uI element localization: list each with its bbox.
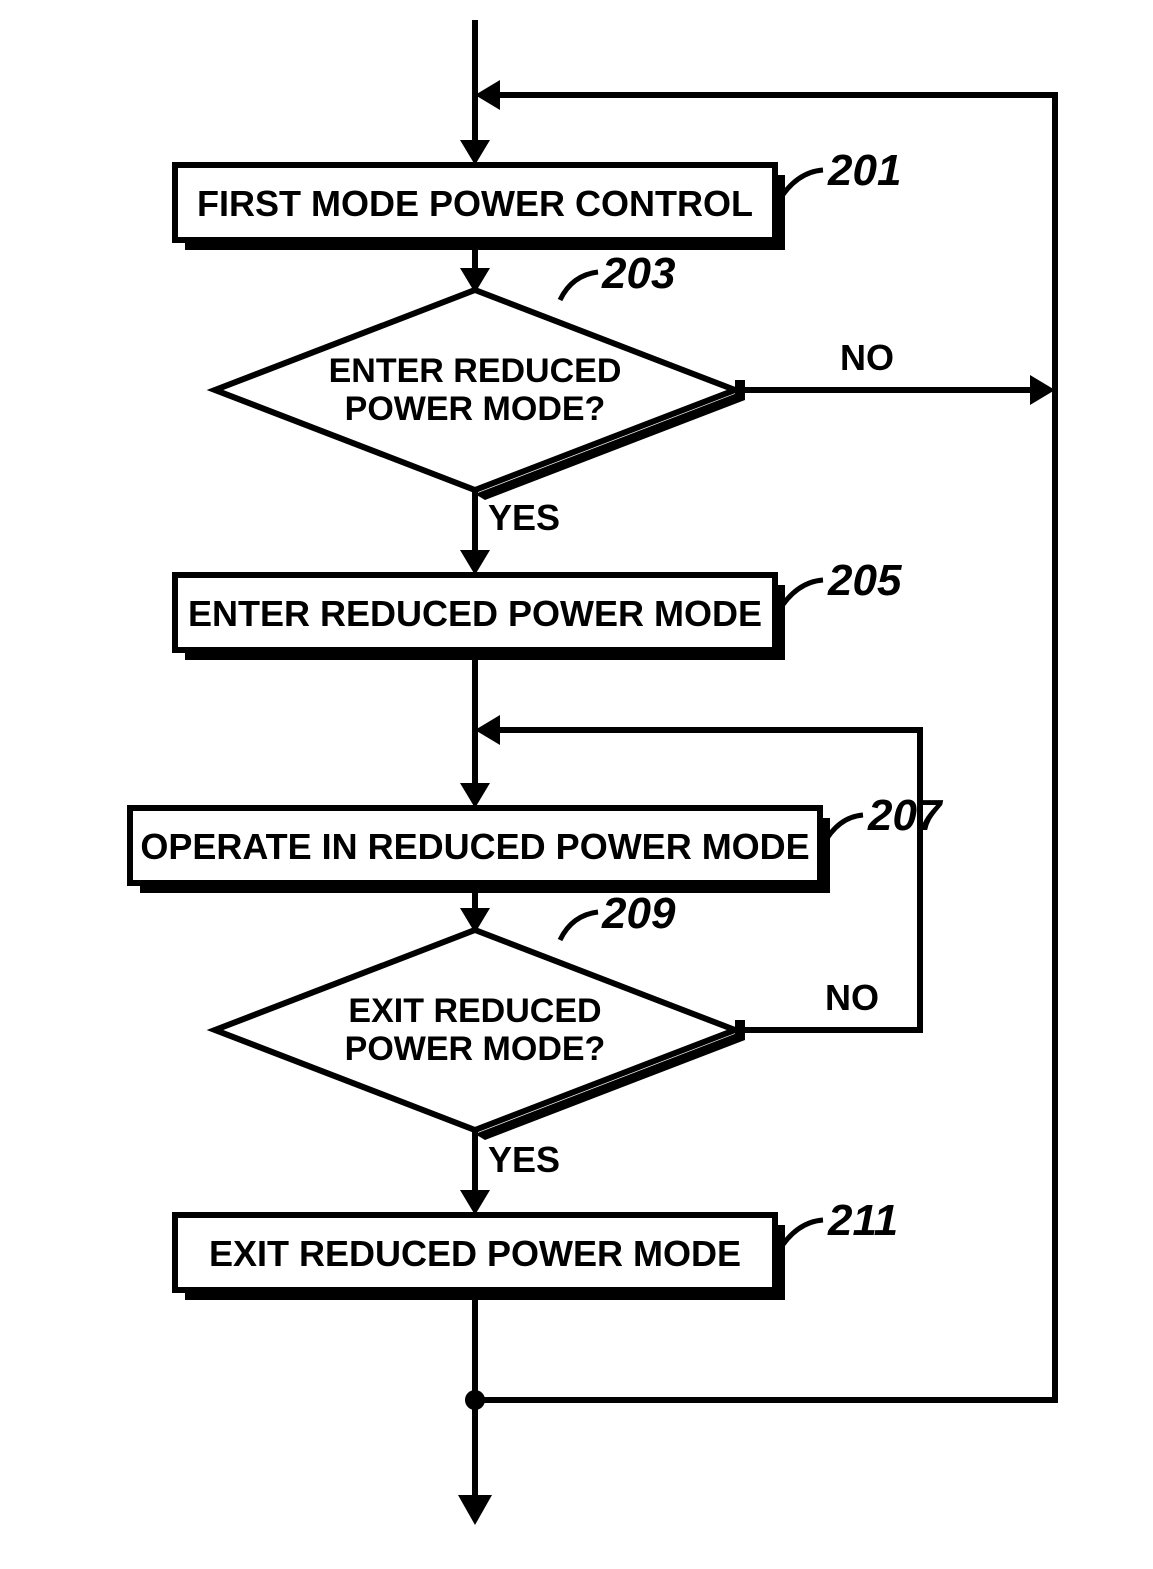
ref-211: 211 <box>778 1196 898 1252</box>
ref-211-label: 211 <box>827 1196 898 1245</box>
node-207-label: OPERATE IN REDUCED POWER MODE <box>140 826 809 867</box>
ref-201-label: 201 <box>827 146 901 195</box>
node-211-label: EXIT REDUCED POWER MODE <box>209 1233 741 1274</box>
node-201: FIRST MODE POWER CONTROL <box>175 165 785 250</box>
ref-201: 201 <box>778 146 901 202</box>
edge-209-yes-to-211: YES <box>460 1130 560 1215</box>
edge-211-exit-and-outer-loop <box>458 80 1055 1525</box>
node-201-label: FIRST MODE POWER CONTROL <box>197 183 753 224</box>
ref-209: 209 <box>560 889 676 940</box>
ref-203-label: 203 <box>601 249 675 298</box>
flowchart-canvas: YES NO YES NO <box>0 0 1153 1569</box>
node-203: ENTER REDUCED POWER MODE? <box>215 290 745 500</box>
node-211: EXIT REDUCED POWER MODE <box>175 1215 785 1300</box>
ref-205: 205 <box>778 556 902 612</box>
node-209: EXIT REDUCED POWER MODE? <box>215 930 745 1140</box>
ref-207-label: 207 <box>867 791 944 840</box>
node-209-line1: EXIT REDUCED <box>348 992 601 1030</box>
edge-label-yes-2: YES <box>488 1139 560 1180</box>
ref-207: 207 <box>823 791 944 845</box>
node-207: OPERATE IN REDUCED POWER MODE <box>130 808 830 893</box>
node-209-line2: POWER MODE? <box>345 1030 606 1068</box>
edge-label-no-1: NO <box>840 337 894 378</box>
ref-205-label: 205 <box>827 556 902 605</box>
ref-209-label: 209 <box>601 889 676 938</box>
edge-label-no-2: NO <box>825 977 879 1018</box>
edge-203-no-to-loop: NO <box>735 337 1055 405</box>
node-203-line1: ENTER REDUCED <box>329 352 622 390</box>
ref-203: 203 <box>560 249 675 300</box>
edge-203-yes-to-205: YES <box>460 490 560 575</box>
node-205: ENTER REDUCED POWER MODE <box>175 575 785 660</box>
node-203-line2: POWER MODE? <box>345 390 606 428</box>
edge-label-yes: YES <box>488 497 560 538</box>
node-205-label: ENTER REDUCED POWER MODE <box>188 593 762 634</box>
edge-201-to-203 <box>460 250 490 293</box>
